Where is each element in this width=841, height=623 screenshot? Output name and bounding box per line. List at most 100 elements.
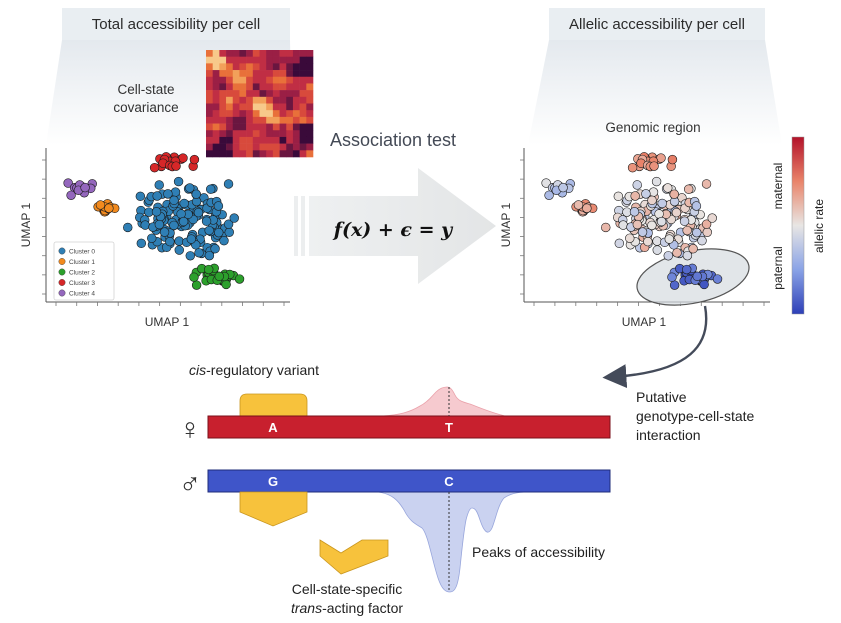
allelic-point (699, 279, 709, 290)
heatmap-cell (232, 50, 240, 57)
umap-point (201, 216, 212, 226)
umap-point (213, 201, 224, 211)
heatmap-cell (306, 103, 314, 111)
heatmap-cell (259, 70, 267, 78)
heatmap-cell (299, 56, 307, 64)
heatmap-cell (306, 76, 314, 84)
heatmap-cell (246, 103, 254, 111)
heatmap-cell (206, 96, 213, 104)
heatmap-cell (292, 63, 300, 71)
heatmap-cell (232, 110, 240, 118)
allelic-point (672, 248, 682, 258)
heatmap-cell (306, 116, 314, 124)
heatmap-cell (212, 150, 220, 158)
heatmap-cell (299, 136, 307, 144)
heatmap-cell (252, 143, 260, 151)
heatmap-cell (206, 76, 213, 84)
heatmap-cell (272, 136, 280, 144)
heatmap-cell (272, 90, 280, 98)
umap-point (223, 219, 234, 229)
heatmap-cell (259, 90, 267, 98)
heatmap-cell (259, 150, 267, 158)
factor-label-line2: trans-acting factor (291, 600, 403, 616)
umap-point (171, 161, 181, 171)
allelic-point (692, 227, 702, 238)
heatmap-cell (292, 143, 300, 151)
heatmap-cell (219, 96, 227, 104)
allelic-point (697, 235, 707, 246)
allelic-point (632, 219, 643, 230)
heatmap-cell (272, 150, 280, 158)
heatmap-cell (252, 110, 260, 118)
heatmap-cell (226, 130, 234, 138)
maternal-allele-a: A (268, 420, 278, 435)
heatmap-cell (286, 116, 294, 124)
umap-point (189, 154, 200, 165)
allelic-point (613, 191, 624, 202)
heatmap-cell (206, 83, 213, 91)
heatmap-cell (246, 63, 254, 71)
heatmap-cell (246, 143, 254, 151)
heatmap-cell (266, 96, 274, 104)
heatmap-cell (232, 83, 240, 91)
umap-point (140, 220, 150, 230)
maternal-sex-symbol: ♀ (179, 413, 202, 446)
heatmap-cell (246, 70, 254, 78)
allelic-point (682, 264, 692, 275)
umap-point (186, 234, 197, 244)
genomic-region-label: Genomic region (605, 120, 700, 135)
umap-point (221, 279, 231, 290)
heatmap-cell (259, 96, 267, 104)
factor-label-line1: Cell-state-specific (292, 581, 402, 597)
heatmap-cell (266, 56, 274, 64)
left-x-axis-label: UMAP 1 (145, 315, 190, 329)
umap-point (191, 280, 202, 290)
umap-point (206, 184, 216, 194)
allelic-point (667, 272, 677, 282)
heatmap-cell (272, 50, 280, 57)
heatmap-cell (226, 123, 234, 131)
heatmap-cell (272, 76, 280, 84)
colorbar-maternal-label: maternal (771, 163, 785, 210)
heatmap-cell (232, 56, 240, 64)
heatmap-cell (219, 123, 227, 131)
heatmap-cell (206, 63, 213, 71)
heatmap-cell (299, 96, 307, 104)
heatmap-cell (306, 56, 314, 64)
left-header-box (62, 8, 290, 40)
legend-marker (58, 279, 66, 286)
umap-point (204, 264, 214, 275)
heatmap-cell (226, 63, 234, 71)
heatmap-cell (306, 130, 314, 138)
covariance-label-line1: Cell-state (117, 82, 174, 97)
umap-point (104, 203, 114, 213)
covariance-heatmap (206, 50, 314, 158)
allelic-point (664, 234, 675, 244)
umap-point (214, 271, 224, 282)
maternal-allele-t: T (445, 420, 453, 435)
heatmap-cell (239, 90, 247, 98)
heatmap-cell (219, 116, 227, 124)
heatmap-cell (306, 150, 314, 158)
heatmap-cell (299, 90, 307, 98)
heatmap-cell (286, 103, 294, 111)
allelic-point (629, 207, 640, 217)
heatmap-cell (212, 83, 220, 91)
umap-point (159, 227, 170, 237)
heatmap-cell (259, 136, 267, 144)
allelic-point (688, 244, 698, 254)
paternal-allele-c: C (444, 474, 454, 489)
umap-point (193, 207, 204, 218)
umap-point (223, 179, 234, 189)
heatmap-cell (239, 50, 247, 57)
heatmap-cell (266, 123, 274, 131)
heatmap-cell (212, 123, 220, 131)
allelic-point (544, 190, 554, 200)
heatmap-cell (226, 56, 234, 64)
heatmap-cell (206, 123, 213, 131)
association-test-title: Association test (330, 130, 456, 150)
left-y-axis-label: UMAP 1 (19, 202, 33, 247)
heatmap-cell (306, 136, 314, 144)
heatmap-cell (212, 76, 220, 84)
allelic-point (669, 280, 680, 290)
